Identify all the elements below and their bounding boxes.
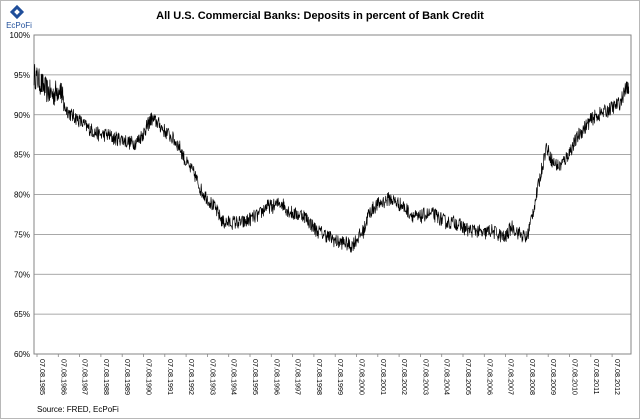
x-tick-label: 07.08.2010: [571, 359, 580, 395]
x-tick-label: 07.08.1991: [166, 359, 175, 395]
x-tick-label: 07.08.1995: [251, 359, 260, 395]
x-tick-label: 07.08.2002: [400, 359, 409, 395]
chart-title: All U.S. Commercial Banks: Deposits in p…: [156, 10, 484, 22]
y-tick-label: 75%: [14, 230, 30, 239]
x-tick-label: 07.08.1994: [230, 359, 239, 395]
x-tick-label: 07.08.1989: [123, 359, 132, 395]
y-tick-label: 85%: [14, 151, 30, 160]
source-note: Source: FRED, EcPoFi: [37, 405, 119, 414]
y-tick-label: 65%: [14, 310, 30, 319]
x-tick-label: 07.08.1985: [38, 359, 47, 395]
x-tick-label: 07.08.2004: [443, 359, 452, 395]
logo-mark-icon: [9, 4, 25, 20]
series-line: [33, 63, 630, 253]
y-tick-label: 60%: [14, 350, 30, 359]
y-tick-label: 100%: [10, 31, 30, 40]
x-tick-label: 07.08.2001: [379, 359, 388, 395]
x-tick-label: 07.08.1988: [102, 359, 111, 395]
x-axis-ticks: 07.08.1985 07.08.1986 07.08.1987 07.08.1988…: [36, 354, 622, 395]
grid-lines: [34, 74, 631, 315]
x-tick-label: 07.08.2000: [358, 359, 367, 395]
x-tick-label: 07.08.1996: [272, 359, 281, 395]
x-tick-label: 07.08.1990: [145, 359, 154, 395]
x-tick-label: 07.08.2012: [613, 359, 622, 395]
x-tick-label: 07.08.1987: [81, 359, 90, 395]
logo-text: EcPoFi: [6, 21, 32, 30]
y-tick-label: 70%: [14, 270, 30, 279]
x-tick-label: 07.08.1992: [187, 359, 196, 395]
x-tick-label: 07.08.2008: [528, 359, 537, 395]
x-tick-label: 07.08.1999: [336, 359, 345, 395]
x-tick-label: 07.08.2003: [421, 359, 430, 395]
x-tick-label: 07.08.2009: [549, 359, 558, 395]
x-tick-label: 07.08.2007: [507, 359, 516, 395]
y-axis-ticks: 60% 65% 70% 75% 80% 85% 90% 95% 100%: [10, 31, 30, 359]
x-tick-label: 07.08.2011: [592, 359, 601, 394]
y-tick-label: 90%: [14, 111, 30, 120]
x-tick-label: 07.08.2006: [485, 359, 494, 395]
x-tick-label: 07.08.1993: [208, 359, 217, 395]
series-layer: [33, 63, 630, 253]
y-tick-label: 95%: [14, 71, 30, 80]
x-tick-label: 07.08.1998: [315, 359, 324, 395]
x-tick-label: 07.08.1986: [59, 359, 68, 395]
ecpofi-logo: EcPoFi: [5, 4, 32, 34]
x-tick-label: 07.08.1997: [294, 359, 303, 395]
x-tick-label: 07.08.2005: [464, 359, 473, 395]
y-tick-label: 80%: [14, 191, 30, 200]
